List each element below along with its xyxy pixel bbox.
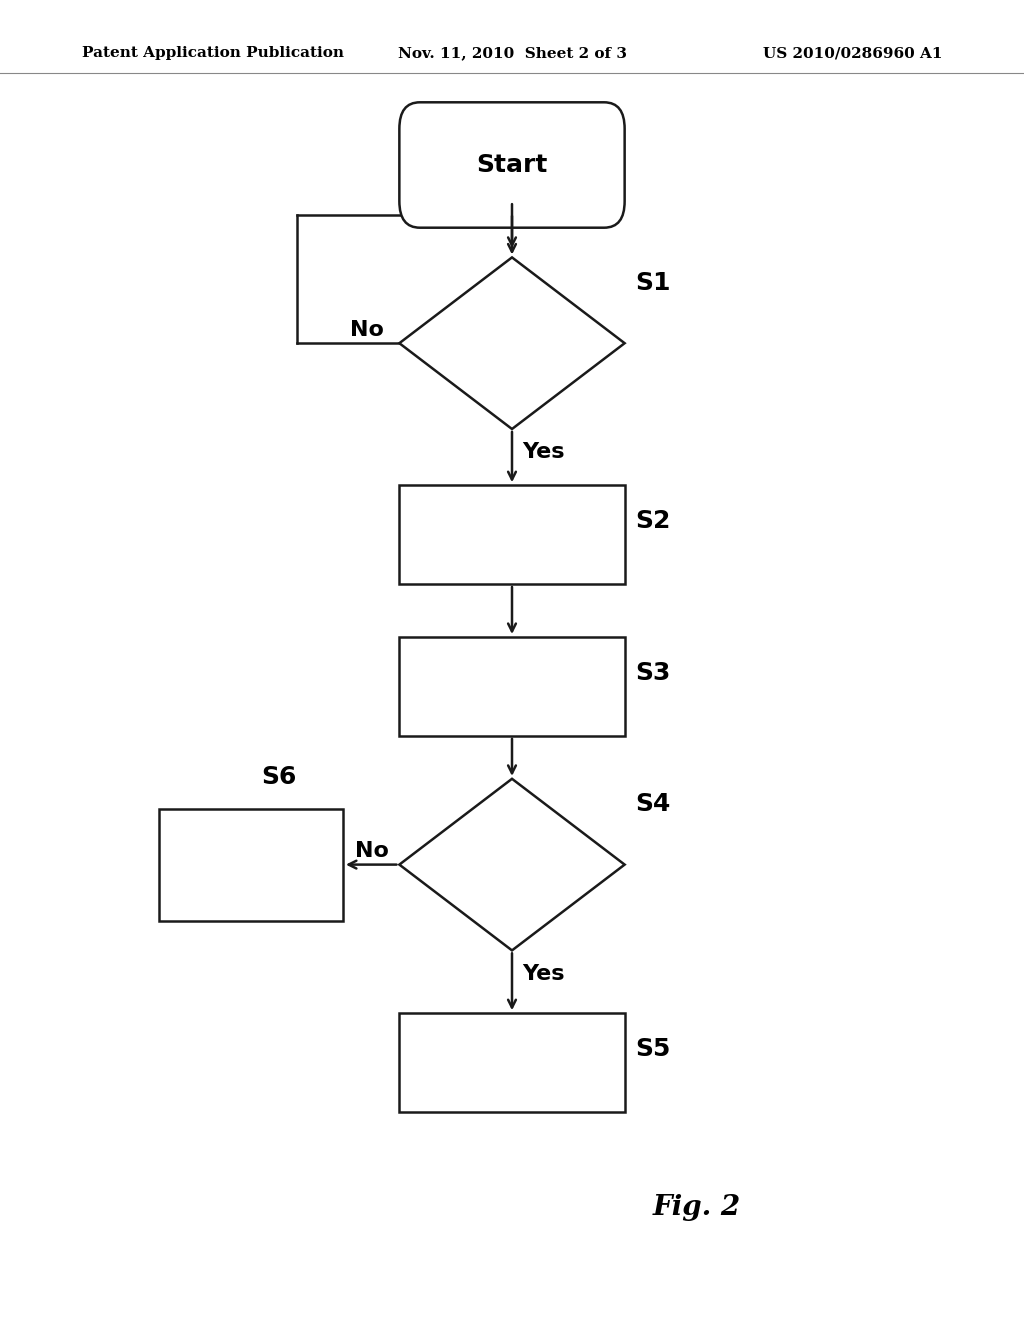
Text: S3: S3 (635, 661, 671, 685)
Bar (399, 638, 625, 737)
Text: US 2010/0286960 A1: US 2010/0286960 A1 (763, 46, 942, 61)
Bar (399, 1014, 625, 1111)
Text: No: No (355, 841, 389, 862)
Text: Patent Application Publication: Patent Application Publication (82, 46, 344, 61)
Bar (159, 808, 343, 921)
Text: Yes: Yes (522, 964, 565, 983)
Text: S2: S2 (635, 510, 671, 533)
Text: Nov. 11, 2010  Sheet 2 of 3: Nov. 11, 2010 Sheet 2 of 3 (397, 46, 627, 61)
FancyBboxPatch shape (399, 103, 625, 227)
Text: Fig. 2: Fig. 2 (652, 1195, 740, 1221)
Text: Start: Start (476, 153, 548, 177)
Polygon shape (399, 257, 625, 429)
Polygon shape (399, 779, 625, 950)
Text: S5: S5 (635, 1038, 671, 1061)
Bar (399, 486, 625, 583)
Text: S6: S6 (261, 764, 297, 789)
Text: S4: S4 (635, 792, 671, 816)
Text: S1: S1 (635, 271, 671, 294)
Text: Yes: Yes (522, 442, 565, 462)
Text: No: No (350, 319, 384, 341)
